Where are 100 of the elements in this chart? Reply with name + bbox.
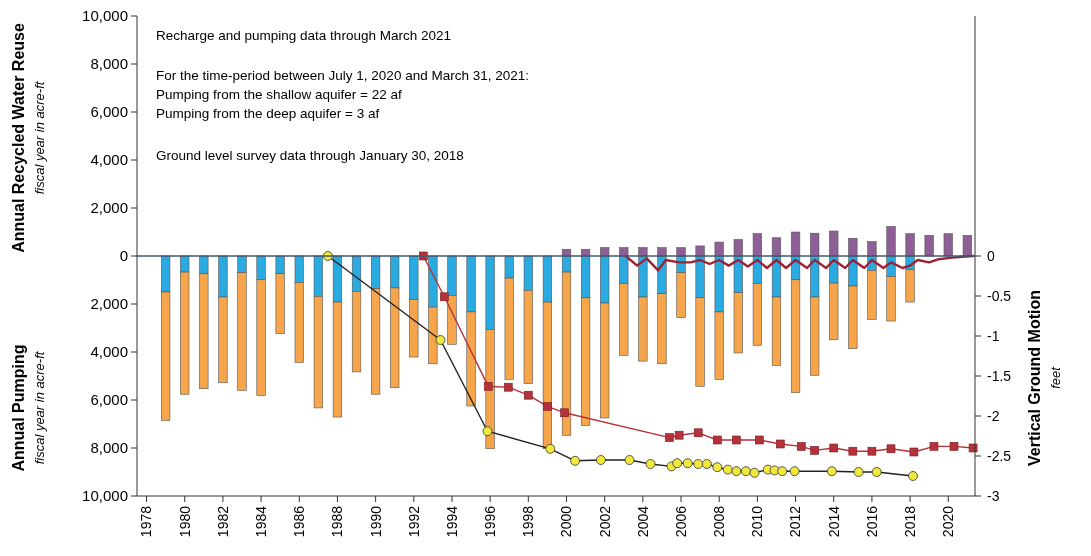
y2-tick-label: -3 <box>987 487 1000 504</box>
point <box>682 458 693 469</box>
point <box>712 462 723 473</box>
y2-tick-label: -0.5 <box>987 287 1012 304</box>
point <box>693 428 703 438</box>
y-tick-label: 4,000 <box>90 151 128 169</box>
x-tick-label: 1984 <box>252 505 269 538</box>
x-tick-label: 1988 <box>329 505 346 538</box>
bar <box>962 235 972 257</box>
x-tick-label: 2000 <box>558 505 575 538</box>
x-tick-label: 2018 <box>902 505 918 538</box>
point <box>503 382 513 392</box>
point <box>624 455 635 465</box>
x-tick-label: 1978 <box>138 505 155 538</box>
point <box>713 435 722 445</box>
annotation: Pumping from the deep aquifer = 3 af <box>156 106 380 121</box>
y-axis-title: Annual Recycled Water Reuse fiscal year in acre-ft <box>10 23 47 253</box>
y-tick-label: 2,000 <box>90 295 128 313</box>
point <box>949 442 959 451</box>
y-tick-label: 10,000 <box>82 487 128 505</box>
point <box>435 335 446 345</box>
point <box>777 466 788 477</box>
x-tick-label: 1982 <box>214 505 231 538</box>
point <box>909 447 919 457</box>
point <box>810 446 819 455</box>
point <box>482 426 493 437</box>
point <box>645 459 656 469</box>
point <box>749 467 760 478</box>
point <box>775 439 785 449</box>
point <box>570 455 580 466</box>
x-tick-label: 1980 <box>176 505 193 538</box>
y2-tick-label: -2.5 <box>987 447 1012 464</box>
point <box>886 444 896 454</box>
point <box>560 408 569 418</box>
x-tick-label: 1996 <box>482 505 499 538</box>
bar <box>905 233 915 257</box>
text: Annual Pumping fiscal year in acre-ft <box>10 344 47 472</box>
x-tick-label: 2014 <box>825 505 842 538</box>
x-tick-label: 2006 <box>672 505 689 538</box>
annotation: Pumping from the shallow aquifer = 22 af <box>156 87 403 102</box>
y-tick-label: 4,000 <box>90 343 128 361</box>
point <box>908 471 918 481</box>
point <box>440 292 449 302</box>
bar <box>943 233 953 257</box>
point <box>483 382 493 391</box>
x-tick-label: 2002 <box>596 505 613 538</box>
x-tick-label: 2010 <box>749 505 766 538</box>
x-tick-label: 1990 <box>367 505 384 538</box>
point <box>853 467 864 477</box>
x-tick-label: 2016 <box>863 505 880 538</box>
y2-tick-label: -1 <box>987 327 1000 344</box>
bar <box>752 233 762 257</box>
x-tick-label: 1998 <box>520 505 537 538</box>
x-tick-label: 1986 <box>291 505 308 538</box>
x-tick-label: 2004 <box>634 505 651 538</box>
point <box>789 466 800 477</box>
x-tick-label: 2008 <box>711 505 728 538</box>
point <box>867 446 877 456</box>
bar <box>886 226 896 257</box>
bar <box>867 241 877 257</box>
bar <box>829 230 839 257</box>
x-tick-label: 2020 <box>940 505 957 538</box>
point <box>665 433 674 442</box>
point <box>871 467 882 477</box>
y2-axis-title: Vertical Ground Motion feet <box>1026 289 1063 467</box>
point <box>968 443 978 453</box>
y2-tick-label: 0 <box>987 247 995 264</box>
bar <box>695 245 705 257</box>
y-tick-label: 0 <box>119 247 128 265</box>
bar <box>924 235 934 257</box>
point <box>796 442 806 451</box>
bar <box>848 237 858 257</box>
point <box>829 443 839 453</box>
bar <box>714 241 724 257</box>
y2-tick-label: -2 <box>987 407 1000 424</box>
x-tick-label: 1992 <box>405 505 422 538</box>
x-tick-label: 2012 <box>787 505 804 538</box>
point <box>693 459 704 469</box>
y-tick-label: 6,000 <box>90 103 128 121</box>
bar <box>790 231 801 257</box>
point <box>732 435 741 445</box>
annotation: Recharge and pumping data through March 2021 <box>156 28 451 43</box>
annotation: Ground level survey data through January 30, 2018 <box>156 148 464 163</box>
point <box>741 466 751 477</box>
y-tick-label: 8,000 <box>90 439 128 457</box>
bar <box>771 237 782 257</box>
point <box>731 466 742 477</box>
point <box>595 455 606 465</box>
point <box>672 458 683 469</box>
x-tick-label: 1994 <box>443 505 460 538</box>
point <box>701 459 712 469</box>
point <box>929 442 939 451</box>
y-tick-label: 10,000 <box>82 7 128 25</box>
point <box>848 446 858 456</box>
y2-tick-label: -1.5 <box>987 367 1012 384</box>
point <box>524 390 533 400</box>
bar <box>733 239 743 257</box>
point <box>545 443 556 454</box>
annotation: For the time-period between July 1, 2020 and March 31, 2021: <box>156 68 529 83</box>
point <box>674 430 684 440</box>
